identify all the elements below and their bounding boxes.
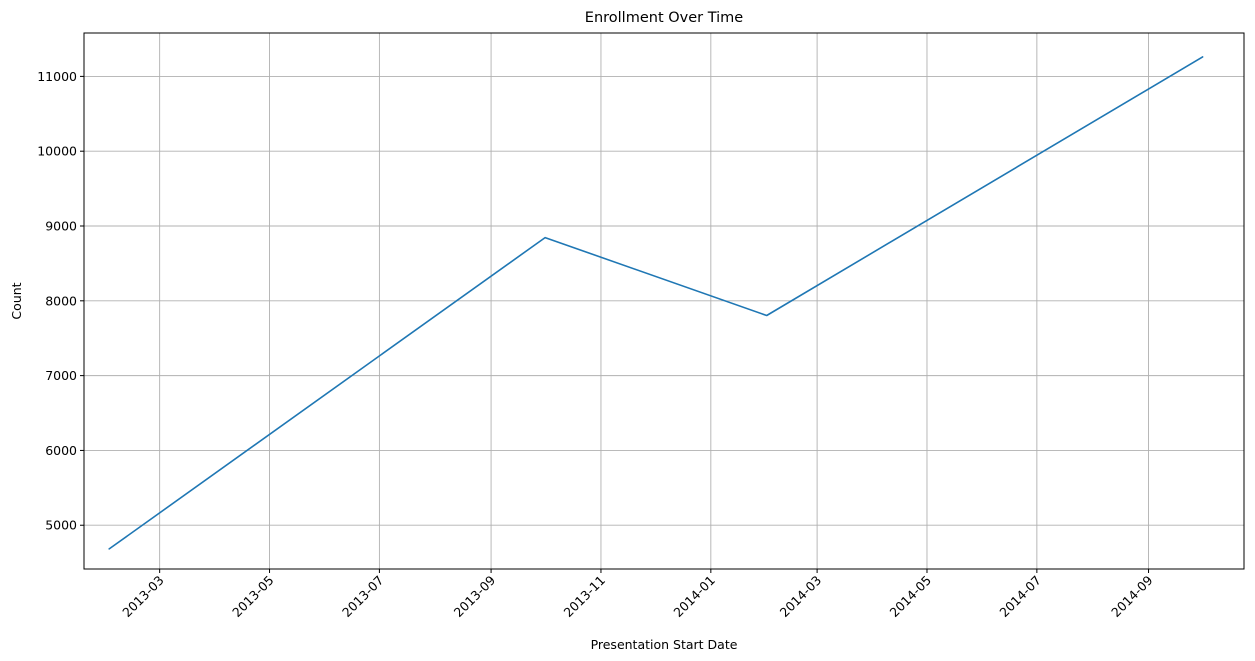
- x-tick-label: 2013-11: [561, 573, 609, 621]
- y-tick-label: 10000: [37, 144, 77, 159]
- y-tick-label: 9000: [45, 219, 77, 234]
- x-axis-label: Presentation Start Date: [591, 637, 738, 652]
- x-tick-label: 2014-09: [1108, 572, 1156, 620]
- y-tick-label: 11000: [37, 69, 77, 84]
- x-tick-label: 2014-03: [777, 573, 825, 621]
- y-tick-label: 6000: [45, 443, 77, 458]
- grid: [84, 33, 1244, 569]
- x-tick-label: 2014-07: [996, 573, 1044, 621]
- y-tick-label: 7000: [45, 368, 77, 383]
- series-line: [108, 56, 1204, 550]
- x-tick-label: 2014-05: [887, 573, 935, 621]
- y-tick-label: 8000: [45, 293, 77, 308]
- y-tick-label: 5000: [45, 518, 77, 533]
- x-tick-label: 2013-09: [451, 572, 499, 620]
- y-axis-label: Count: [9, 282, 24, 319]
- y-axis: 5000 6000 7000 8000 9000 10000 11000: [37, 69, 84, 533]
- chart-title: Enrollment Over Time: [585, 10, 744, 26]
- x-axis: 2013-03 2013-05 2013-07 2013-09 2013-11 2014-…: [119, 569, 1156, 621]
- x-tick-label: 2013-03: [119, 573, 167, 621]
- x-tick-label: 2014-01: [670, 573, 718, 621]
- series-layer: [108, 56, 1204, 550]
- x-tick-label: 2013-05: [229, 573, 277, 621]
- x-tick-label: 2013-07: [339, 573, 387, 621]
